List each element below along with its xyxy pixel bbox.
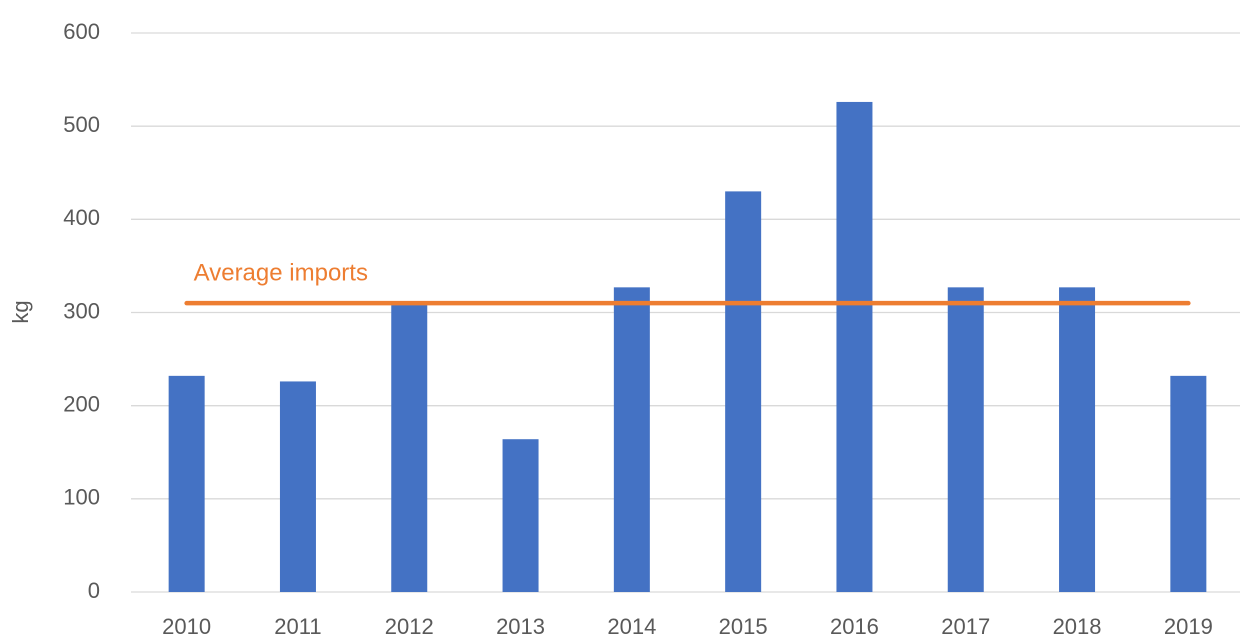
average-label: Average imports: [194, 260, 368, 287]
y-tick-label: 600: [63, 19, 100, 44]
x-tick-label: 2015: [719, 614, 768, 639]
x-tick-label: 2013: [496, 614, 545, 639]
bar: [279, 381, 316, 592]
x-tick-label: 2011: [274, 614, 321, 639]
bar: [725, 191, 762, 592]
y-tick-label: 500: [63, 112, 100, 137]
bar: [836, 101, 873, 593]
bar: [168, 375, 205, 592]
y-tick-label: 100: [63, 485, 100, 510]
bar: [502, 439, 539, 592]
x-tick-label: 2018: [1053, 614, 1102, 639]
y-tick-label: 400: [63, 205, 100, 230]
y-tick-label: 0: [88, 578, 100, 603]
x-tick-label: 2014: [607, 614, 656, 639]
x-tick-label: 2017: [941, 614, 990, 639]
x-tick-label: 2012: [385, 614, 434, 639]
bar: [947, 287, 984, 592]
bar: [613, 287, 650, 592]
y-tick-label: 200: [63, 391, 100, 416]
bar: [1059, 287, 1096, 592]
x-tick-label: 2016: [830, 614, 879, 639]
y-axis-label: kg: [8, 300, 33, 323]
x-tick-label: 2019: [1164, 614, 1213, 639]
bar: [391, 305, 428, 592]
y-tick-label: 300: [63, 298, 100, 323]
bar: [1170, 375, 1207, 592]
x-tick-label: 2010: [162, 614, 211, 639]
